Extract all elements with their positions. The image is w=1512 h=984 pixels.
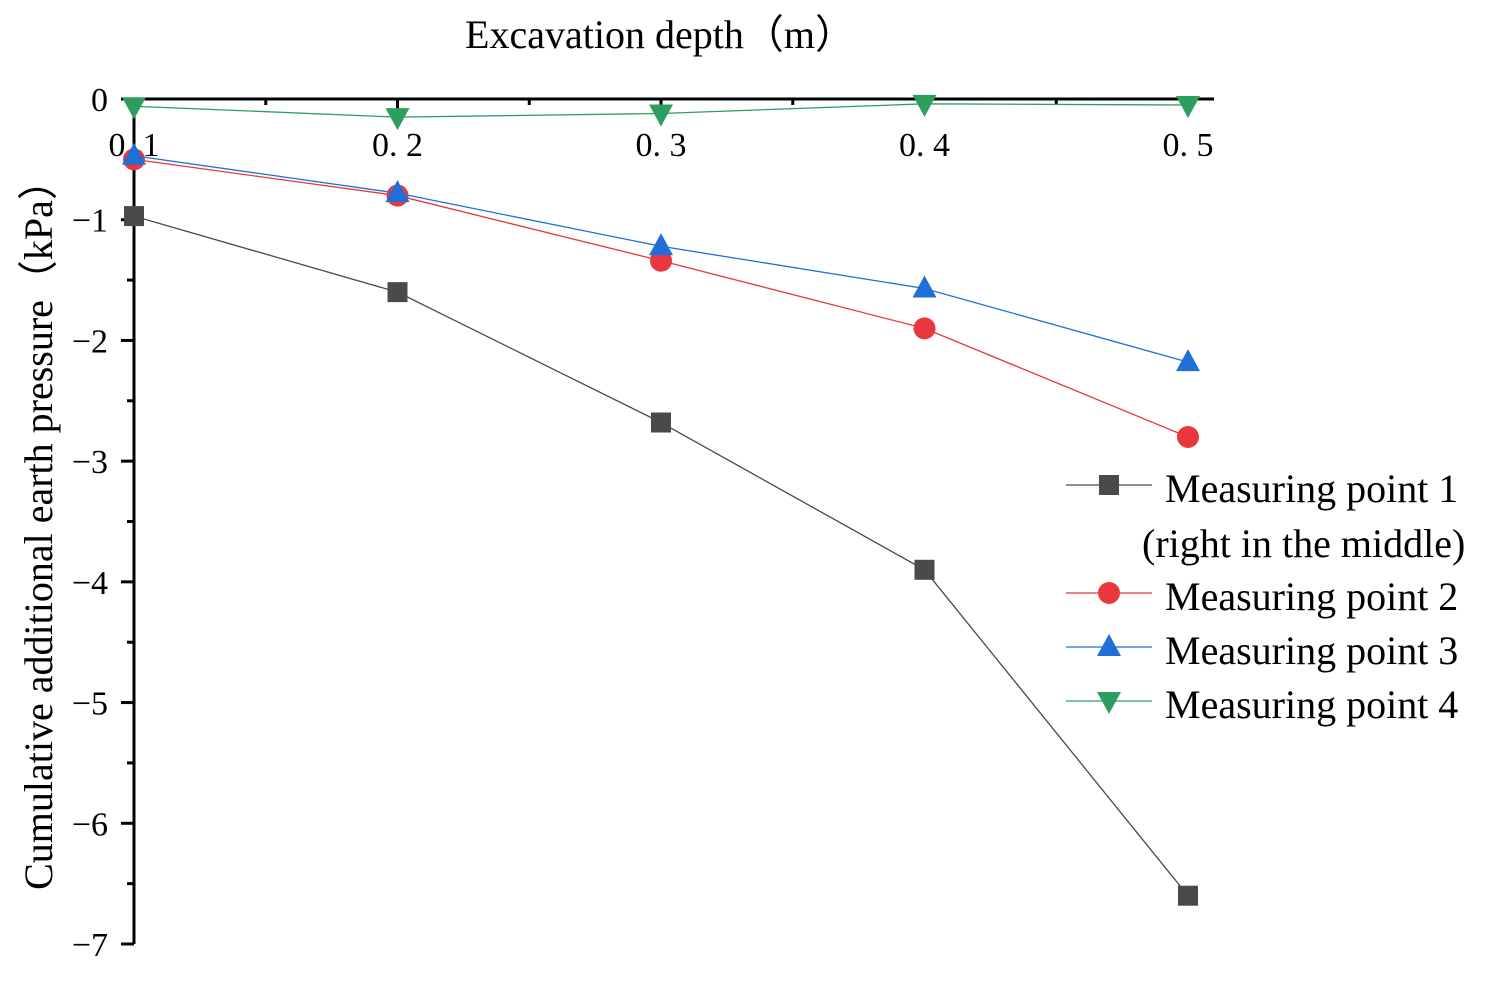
legend-item-2: Measuring point 2	[1066, 574, 1458, 619]
legend: Measuring point 1(right in the middle)Me…	[1066, 466, 1465, 727]
y-tick-label: −1	[72, 203, 108, 240]
legend-marker	[1097, 634, 1121, 656]
series-1-point	[651, 412, 671, 433]
series-3-point	[385, 180, 410, 203]
series-4-point	[1176, 96, 1200, 119]
legend-marker	[1098, 582, 1120, 604]
series-1-point	[124, 206, 144, 227]
legend-marker	[1099, 475, 1119, 495]
series-4-point	[649, 104, 673, 127]
y-tick-label: 0	[91, 82, 108, 119]
x-tick-label: 0. 4	[899, 127, 950, 164]
x-tick-label: 0. 2	[372, 127, 423, 164]
legend-marker	[1097, 692, 1121, 714]
y-tick-label: −6	[72, 806, 108, 843]
series-2	[123, 148, 1199, 448]
series-1-point	[1178, 885, 1198, 906]
series-2-line	[133, 158, 1189, 438]
series-2-point	[913, 317, 936, 340]
x-tick-label: 0. 5	[1163, 127, 1214, 164]
legend-label: Measuring point 4	[1165, 682, 1458, 727]
x-axis-title: Excavation depth（m）	[465, 12, 855, 57]
series-1-point	[387, 282, 408, 303]
y-tick-label: −7	[72, 927, 108, 964]
legend-label: Measuring point 2	[1165, 574, 1458, 619]
y-tick-label: −4	[72, 565, 108, 602]
x-tick-label: 0. 3	[636, 127, 687, 164]
series-3-point	[912, 275, 937, 298]
series-1	[124, 206, 1198, 906]
y-tick-label: −2	[72, 323, 108, 360]
series-2-point	[1177, 426, 1199, 448]
y-tick-label: −3	[72, 444, 108, 481]
series-1-point	[914, 559, 935, 580]
legend-item-1: Measuring point 1 (right in the middle)	[1066, 466, 1465, 566]
series-4-point	[122, 97, 146, 120]
legend-label: Measuring point 1	[1165, 466, 1458, 511]
legend-item-3: Measuring point 3	[1066, 628, 1458, 673]
axes: 0. 1 0. 2 0. 3 0. 4 0. 50−1−2−3−4−5−6−7	[72, 82, 1214, 964]
legend-label: Measuring point 3	[1165, 628, 1458, 673]
series-4	[122, 94, 1200, 131]
series-3-point	[1176, 349, 1200, 372]
y-tick-label: −5	[72, 686, 108, 723]
series-4-point	[385, 108, 410, 131]
series-4-point	[912, 94, 937, 117]
series-3-point	[649, 233, 673, 256]
series-layer	[122, 94, 1200, 906]
legend-label-line2: (right in the middle)	[1142, 521, 1465, 566]
legend-item-4: Measuring point 4	[1066, 682, 1458, 727]
series-3-point	[122, 142, 146, 165]
series-3	[122, 142, 1200, 372]
y-axis-title: Cumulative additional earth pressure（kPa…	[16, 160, 61, 890]
